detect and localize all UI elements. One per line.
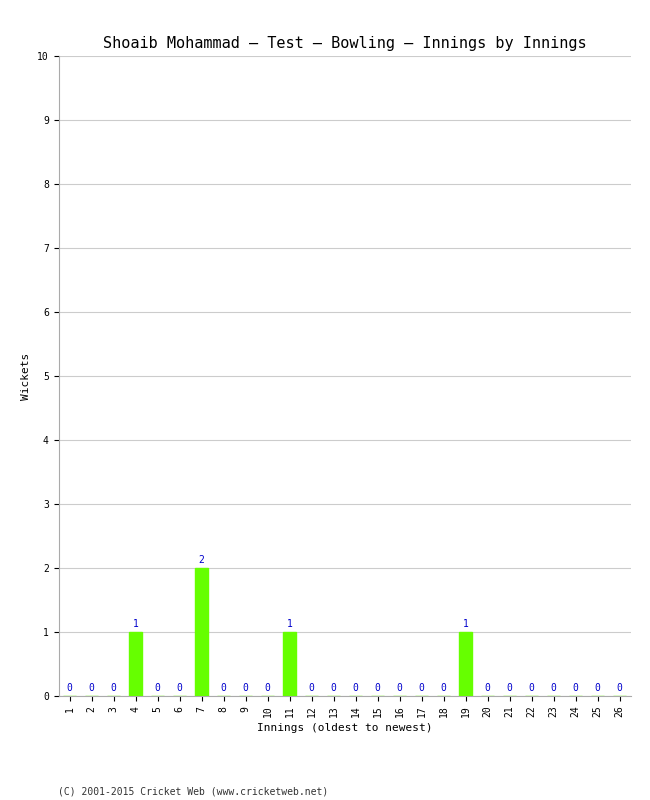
Text: 0: 0 bbox=[396, 682, 402, 693]
Text: 0: 0 bbox=[331, 682, 337, 693]
Text: 0: 0 bbox=[88, 682, 94, 693]
Text: 1: 1 bbox=[463, 619, 469, 629]
Text: 0: 0 bbox=[617, 682, 623, 693]
Text: 0: 0 bbox=[573, 682, 578, 693]
X-axis label: Innings (oldest to newest): Innings (oldest to newest) bbox=[257, 723, 432, 733]
Text: 0: 0 bbox=[419, 682, 424, 693]
Y-axis label: Wickets: Wickets bbox=[21, 352, 31, 400]
Text: 0: 0 bbox=[265, 682, 270, 693]
Text: 0: 0 bbox=[66, 682, 72, 693]
Text: 0: 0 bbox=[242, 682, 248, 693]
Bar bbox=[129, 632, 142, 696]
Text: (C) 2001-2015 Cricket Web (www.cricketweb.net): (C) 2001-2015 Cricket Web (www.cricketwe… bbox=[58, 786, 329, 796]
Text: 0: 0 bbox=[155, 682, 161, 693]
Text: 0: 0 bbox=[441, 682, 447, 693]
Text: 0: 0 bbox=[595, 682, 601, 693]
Text: 0: 0 bbox=[309, 682, 315, 693]
Text: 0: 0 bbox=[374, 682, 380, 693]
Bar bbox=[459, 632, 472, 696]
Text: 0: 0 bbox=[484, 682, 491, 693]
Text: 0: 0 bbox=[177, 682, 183, 693]
Text: 0: 0 bbox=[220, 682, 226, 693]
Bar bbox=[195, 568, 208, 696]
Title: Shoaib Mohammad – Test – Bowling – Innings by Innings: Shoaib Mohammad – Test – Bowling – Innin… bbox=[103, 36, 586, 50]
Text: 0: 0 bbox=[352, 682, 358, 693]
Text: 0: 0 bbox=[111, 682, 116, 693]
Text: 2: 2 bbox=[198, 555, 205, 565]
Text: 1: 1 bbox=[287, 619, 292, 629]
Text: 0: 0 bbox=[506, 682, 512, 693]
Text: 0: 0 bbox=[528, 682, 534, 693]
Text: 0: 0 bbox=[551, 682, 556, 693]
Bar bbox=[283, 632, 296, 696]
Text: 1: 1 bbox=[133, 619, 138, 629]
